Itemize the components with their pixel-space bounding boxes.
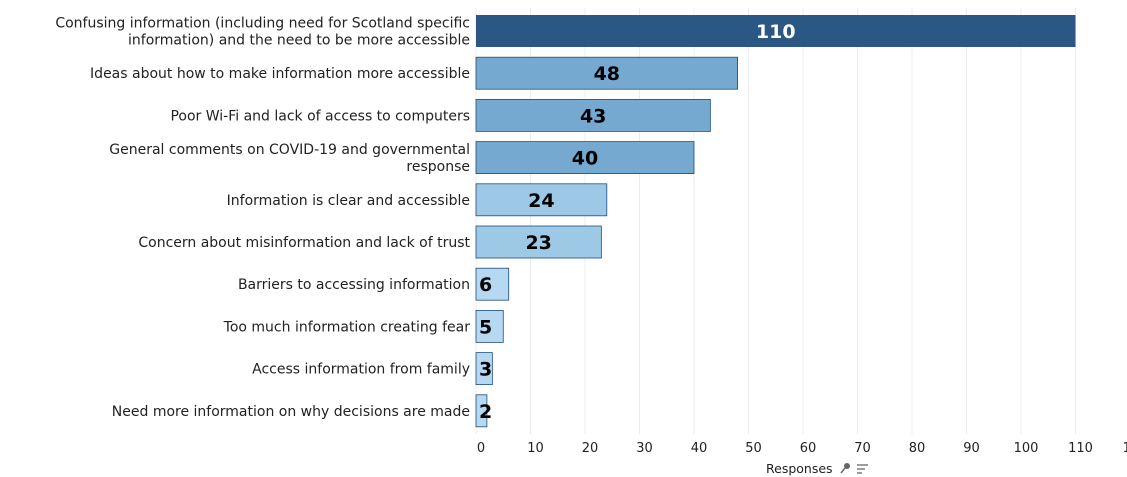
bar[interactable] <box>475 183 608 217</box>
x-tick-label: 20 <box>582 441 599 456</box>
bar[interactable] <box>475 309 504 343</box>
bar-value-label: 43 <box>580 105 606 127</box>
x-tick-label: 10 <box>527 441 544 456</box>
category-label: Confusing information (including need fo… <box>55 16 470 49</box>
category-label-line: Ideas about how to make information more… <box>90 66 470 82</box>
bar[interactable] <box>475 141 695 175</box>
bar-value-label: 40 <box>572 148 598 170</box>
bar[interactable] <box>475 56 739 90</box>
bar-value-label: 3 <box>479 359 492 381</box>
category-label: Concern about misinformation and lack of… <box>138 235 470 251</box>
x-tick-label: 70 <box>854 441 871 456</box>
bar[interactable] <box>475 99 711 132</box>
x-tick-label: 90 <box>963 441 980 456</box>
category-label: Ideas about how to make information more… <box>90 66 470 82</box>
x-tick-label: 50 <box>745 441 762 456</box>
bar[interactable] <box>475 394 488 428</box>
category-label-line: information) and the need to be more acc… <box>128 33 470 49</box>
category-label-line: Need more information on why decisions a… <box>112 404 470 420</box>
pin-head <box>844 463 850 469</box>
category-label: Barriers to accessing information <box>238 277 470 293</box>
x-axis-title-group: Responses <box>766 461 868 476</box>
category-label: Need more information on why decisions a… <box>112 404 470 420</box>
sort-icon[interactable] <box>857 464 868 474</box>
pin-needle <box>840 467 846 474</box>
bar[interactable] <box>475 225 602 259</box>
category-label-line: Poor Wi-Fi and lack of access to compute… <box>170 108 470 124</box>
category-label: General comments on COVID-19 and governm… <box>109 142 470 175</box>
x-tick-label: 80 <box>909 441 926 456</box>
x-tick-label: 40 <box>691 441 708 456</box>
category-label-line: General comments on COVID-19 and governm… <box>109 142 470 158</box>
category-label-line: Too much information creating fear <box>223 319 471 335</box>
x-tick-labels: 0 10 20 30 40 50 60 70 80 90 100 110 120 <box>477 441 1127 456</box>
category-label-line: Barriers to accessing information <box>238 277 470 293</box>
category-label-line: Concern about misinformation and lack of… <box>138 235 470 251</box>
x-tick-label: 120 <box>1123 441 1127 456</box>
x-tick-label: 30 <box>636 441 653 456</box>
bar[interactable] <box>475 267 510 301</box>
x-tick-label: 0 <box>477 441 485 456</box>
x-tick-label: 110 <box>1068 441 1093 456</box>
category-label: Access information from family <box>252 362 470 378</box>
bar-value-label: 24 <box>528 190 554 212</box>
x-tick-label: 60 <box>800 441 817 456</box>
category-label: Too much information creating fear <box>223 319 471 335</box>
bar-value-label: 48 <box>594 63 620 85</box>
bars: 110 48 43 40 24 23 6 5 3 2 <box>475 15 1076 428</box>
category-label-line: response <box>406 159 470 175</box>
bar-value-label: 6 <box>479 274 492 296</box>
bar-value-label: 23 <box>525 232 551 254</box>
bar-value-label: 5 <box>479 316 492 338</box>
category-label-line: Information is clear and accessible <box>227 193 470 209</box>
x-tick-label: 100 <box>1014 441 1039 456</box>
bar[interactable] <box>475 352 493 386</box>
bar[interactable] <box>476 15 1076 47</box>
category-label-line: Access information from family <box>252 362 470 378</box>
pin-icon[interactable] <box>840 463 850 474</box>
category-label: Information is clear and accessible <box>227 193 470 209</box>
category-labels: Confusing information (including need fo… <box>55 16 470 420</box>
category-label-line: Confusing information (including need fo… <box>55 16 470 32</box>
category-label: Poor Wi-Fi and lack of access to compute… <box>170 108 470 124</box>
bar-value-label: 2 <box>479 401 492 423</box>
x-axis-title: Responses <box>766 461 833 476</box>
bar-value-label: 110 <box>756 21 796 43</box>
